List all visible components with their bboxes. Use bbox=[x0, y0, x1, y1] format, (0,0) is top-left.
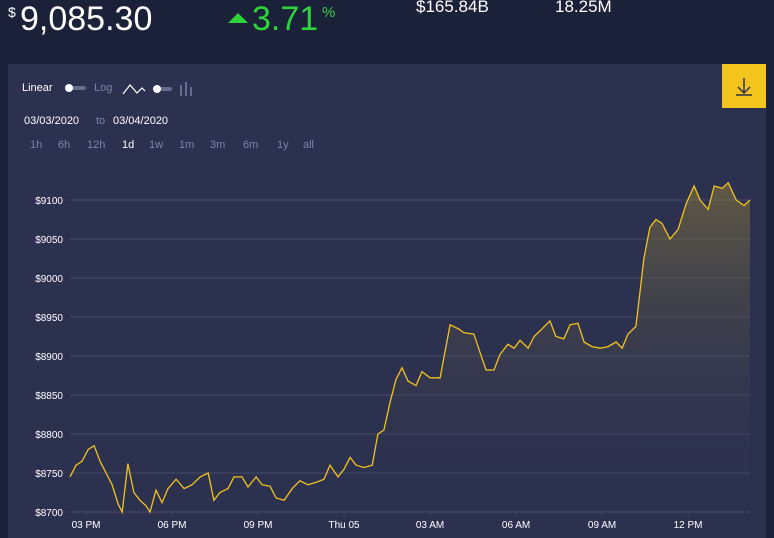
range-button[interactable]: 1m bbox=[179, 139, 195, 151]
range-button[interactable]: 6m bbox=[243, 139, 259, 151]
x-tick-label: 06 PM bbox=[158, 520, 187, 531]
range-button[interactable]: 1d bbox=[122, 139, 135, 151]
x-tick-label: 06 AM bbox=[502, 520, 530, 531]
range-button[interactable]: all bbox=[303, 139, 315, 151]
range-button[interactable]: 1h bbox=[30, 139, 43, 151]
change-unit: % bbox=[322, 4, 336, 21]
price-line bbox=[69, 181, 751, 515]
x-tick-label: 09 PM bbox=[244, 520, 273, 531]
range-button[interactable]: 1w bbox=[149, 139, 164, 151]
y-tick-label: $8950 bbox=[35, 313, 63, 324]
download-button[interactable] bbox=[722, 64, 766, 108]
y-tick-label: $9000 bbox=[35, 274, 63, 285]
date-to[interactable]: 03/04/2020 bbox=[113, 115, 169, 127]
linear-label[interactable]: Linear bbox=[22, 82, 53, 94]
y-tick-label: $9100 bbox=[35, 196, 63, 207]
range-button[interactable]: 12h bbox=[87, 139, 106, 151]
x-tick-label: Thu 05 bbox=[328, 520, 360, 531]
price: 9,085.30 bbox=[20, 0, 153, 38]
date-sep: to bbox=[96, 115, 106, 127]
x-tick-label: 03 PM bbox=[72, 520, 101, 531]
scale-toggle[interactable] bbox=[64, 82, 88, 94]
x-tick-label: 09 AM bbox=[588, 520, 616, 531]
volume: 18.25M bbox=[555, 0, 612, 16]
y-tick-label: $8850 bbox=[35, 391, 63, 402]
market-cap: $165.84B bbox=[416, 0, 489, 16]
y-tick-label: $8800 bbox=[35, 430, 63, 441]
log-label[interactable]: Log bbox=[94, 82, 113, 94]
chart-type-controls[interactable] bbox=[122, 80, 202, 98]
download-icon bbox=[736, 78, 752, 96]
range-button[interactable]: 1y bbox=[277, 139, 289, 151]
x-tick-label: 12 PM bbox=[674, 520, 703, 531]
price-symbol: $ bbox=[8, 4, 16, 20]
x-tick-label: 03 AM bbox=[416, 520, 444, 531]
y-tick-label: $9050 bbox=[35, 235, 63, 246]
y-tick-label: $8750 bbox=[35, 469, 63, 480]
up-arrow bbox=[228, 13, 248, 23]
y-tick-label: $8700 bbox=[35, 508, 63, 519]
price-area bbox=[70, 182, 750, 513]
range-button[interactable]: 3m bbox=[210, 139, 226, 151]
range-button[interactable]: 6h bbox=[58, 139, 71, 151]
change: 3.71 bbox=[252, 0, 319, 38]
y-tick-label: $8900 bbox=[35, 352, 63, 363]
date-from[interactable]: 03/03/2020 bbox=[24, 115, 80, 127]
